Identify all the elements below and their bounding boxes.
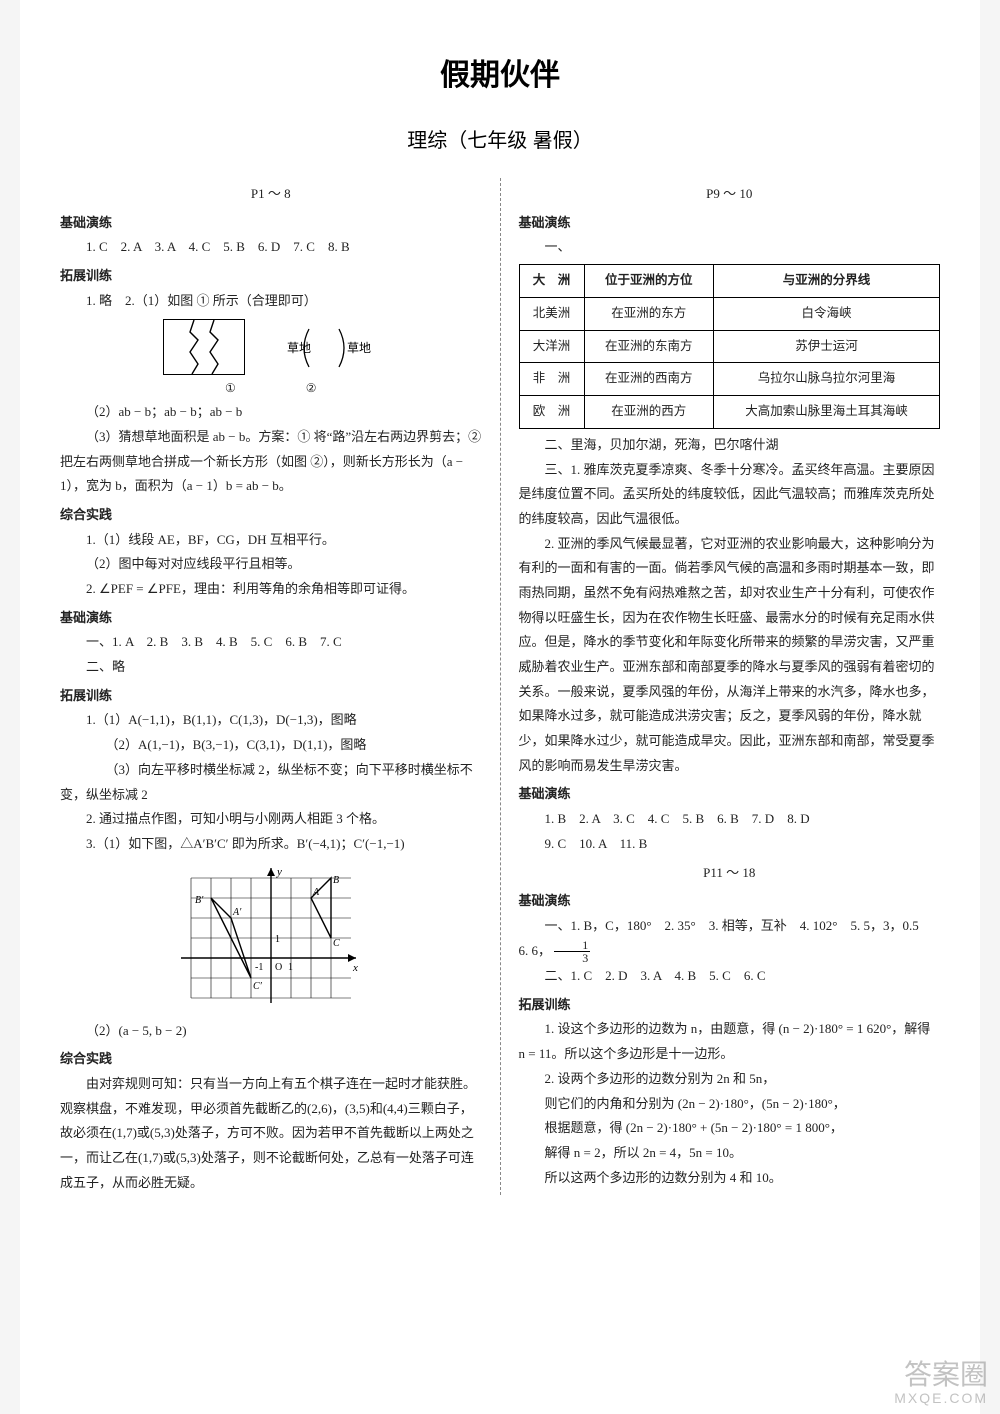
figure-1: 草地 草地	[60, 319, 482, 375]
basic1-answers: 1. C 2. A 3. A 4. C 5. B 6. D 7. C 8. B	[60, 235, 482, 260]
basic2-1: 一、1. A 2. B 3. B 4. B 5. C 6. B 7. C	[60, 630, 482, 655]
ext1-line3: （3）猜想草地面积是 ab − b。方案：① 将“路”沿左右两边界剪去；② 把左…	[60, 425, 482, 499]
fig-label-2: ②	[306, 377, 317, 400]
basic3-1: 1. B 2. A 3. C 4. C 5. B 6. B 7. D 8. D	[519, 807, 941, 832]
svg-text:C′: C′	[253, 981, 263, 992]
basic2-2: 二、略	[60, 655, 482, 680]
svg-text:B′: B′	[195, 895, 204, 906]
left-column: P1 ～ 8 基础演练 1. C 2. A 3. A 4. C 5. B 6. …	[60, 178, 482, 1195]
table-row: 北美洲 在亚洲的东方 白令海峡	[519, 297, 940, 330]
figure-1-left	[163, 319, 245, 375]
two-columns: P1 ～ 8 基础演练 1. C 2. A 3. A 4. C 5. B 6. …	[60, 178, 940, 1195]
svg-text:x: x	[352, 962, 358, 974]
ext2-4: 2. 通过描点作图，可知小明与小刚两人相距 3 个格。	[60, 807, 482, 832]
header-comp-2: 综合实践	[60, 1047, 482, 1072]
header-basic-1: 基础演练	[60, 211, 482, 236]
table-row: 非 洲 在亚洲的西南方 乌拉尔山脉乌拉尔河里海	[519, 363, 940, 396]
table-row: 大洋洲 在亚洲的东南方 苏伊士运河	[519, 330, 940, 363]
page-range-1: P1 ～ 8	[60, 182, 482, 207]
svg-text:1: 1	[275, 934, 280, 945]
page-range-3: P11 ～ 18	[519, 861, 941, 886]
comp2: 由对弈规则可知：只有当一方向上有五个棋子连在一起时才能获胜。观察棋盘，不难发现，…	[60, 1072, 482, 1195]
coordinate-grid-figure: x y O 1 -1 1 A B C A′ B′ C′	[60, 863, 482, 1013]
ext4-2d: 解得 n = 2，所以 2n = 4，5n = 10。	[519, 1141, 941, 1166]
continent-table: 大 洲 位于亚洲的方位 与亚洲的分界线 北美洲 在亚洲的东方 白令海峡 大洋洲 …	[519, 264, 941, 429]
comp1-3: 2. ∠PEF = ∠PFE，理由：利用等角的余角相等即可证得。	[60, 577, 482, 602]
header-basic-2: 基础演练	[60, 606, 482, 631]
ext4-2e: 所以这两个多边形的边数分别为 4 和 10。	[519, 1166, 941, 1191]
basic4-1: 一、1. B，C，180° 2. 35° 3. 相等，互补 4. 102° 5.…	[519, 914, 941, 964]
svg-text:B: B	[333, 875, 339, 886]
svg-text:A: A	[312, 887, 320, 898]
ext1-line2: （2）ab − b；ab − b；ab − b	[60, 400, 482, 425]
header-ext-2: 拓展训练	[60, 684, 482, 709]
ext2-5: 3.（1）如下图，△A′B′C′ 即为所求。B′(−4,1)；C′(−1,−1)	[60, 832, 482, 857]
fig-rect-icon	[163, 319, 245, 375]
ext4-1: 1. 设这个多边形的边数为 n，由题意，得 (n − 2)·180° = 1 6…	[519, 1017, 941, 1066]
ext2-2: （2）A(1,−1)，B(3,−1)，C(3,1)，D(1,1)，图略	[60, 733, 482, 758]
svg-text:1: 1	[288, 962, 293, 973]
column-divider	[500, 178, 501, 1195]
sec-one: 一、	[519, 235, 941, 260]
frac-den: 3	[554, 952, 590, 964]
fig-label-1: ①	[225, 377, 236, 400]
ext2-6: （2）(a − 5, b − 2)	[60, 1019, 482, 1044]
header-basic-4: 基础演练	[519, 782, 941, 807]
right-column: P9 ～ 10 基础演练 一、 大 洲 位于亚洲的方位 与亚洲的分界线 北美洲 …	[519, 178, 941, 1195]
header-ext-3: 拓展训练	[519, 993, 941, 1018]
header-basic-5: 基础演练	[519, 889, 941, 914]
header-basic-3: 基础演练	[519, 211, 941, 236]
svg-text:-1: -1	[255, 962, 263, 973]
header-comp-1: 综合实践	[60, 503, 482, 528]
grass-label-2: 草地	[347, 341, 371, 355]
ext2-3: （3）向左平移时横坐标减 2，纵坐标不变；向下平移时横坐标不变，纵坐标减 2	[60, 758, 482, 807]
doc-subtitle: 理综（七年级 暑假）	[60, 124, 940, 153]
col-continent: 大 洲	[519, 265, 584, 298]
table-row: 欧 洲 在亚洲的西方 大高加索山脉里海土耳其海峡	[519, 396, 940, 429]
fraction-icon: 1 3	[554, 939, 590, 964]
ext4-2c: 根据题意，得 (2n − 2)·180° + (5n − 2)·180° = 1…	[519, 1116, 941, 1141]
geo3-1: 三、1. 雅库茨克夏季凉爽、冬季十分寒冷。孟买终年高温。主要原因是纬度位置不同。…	[519, 458, 941, 532]
ext4-2b: 则它们的内角和分别为 (2n − 2)·180°，(5n − 2)·180°，	[519, 1092, 941, 1117]
comp1-1: 1.（1）线段 AE，BF，CG，DH 互相平行。	[60, 528, 482, 553]
geo2: 二、里海，贝加尔湖，死海，巴尔喀什湖	[519, 433, 941, 458]
svg-text:C: C	[333, 938, 340, 949]
figure-1-labels: ① ②	[60, 377, 482, 400]
basic3-2: 9. C 10. A 11. B	[519, 832, 941, 857]
col-direction: 位于亚洲的方位	[584, 265, 713, 298]
svg-text:A′: A′	[232, 907, 242, 918]
table-body: 北美洲 在亚洲的东方 白令海峡 大洋洲 在亚洲的东南方 苏伊士运河 非 洲 在亚…	[519, 297, 940, 428]
ext1-line1: 1. 略 2.（1）如图 ① 所示（合理即可）	[60, 289, 482, 314]
header-ext-1: 拓展训练	[60, 264, 482, 289]
geo3-2: 2. 亚洲的季风气候最显著，它对亚洲的农业影响最大，这种影响分为有利的一面和有害…	[519, 532, 941, 779]
comp1-2: （2）图中每对对应线段平行且相等。	[60, 552, 482, 577]
table-header-row: 大 洲 位于亚洲的方位 与亚洲的分界线	[519, 265, 940, 298]
ext4-2a: 2. 设两个多边形的边数分别为 2n 和 5n，	[519, 1067, 941, 1092]
grass-label-1: 草地	[287, 341, 311, 355]
page: 假期伙伴 理综（七年级 暑假） P1 ～ 8 基础演练 1. C 2. A 3.…	[20, 0, 980, 1414]
doc-title: 假期伙伴	[60, 50, 940, 94]
svg-text:y: y	[276, 866, 282, 878]
svg-text:O: O	[275, 962, 282, 973]
figure-1-right: 草地 草地	[269, 321, 379, 375]
basic4-2: 二、1. C 2. D 3. A 4. B 5. C 6. C	[519, 964, 941, 989]
page-range-2: P9 ～ 10	[519, 182, 941, 207]
col-boundary: 与亚洲的分界线	[713, 265, 939, 298]
ext2-1: 1.（1）A(−1,1)，B(1,1)，C(1,3)，D(−1,3)，图略	[60, 708, 482, 733]
